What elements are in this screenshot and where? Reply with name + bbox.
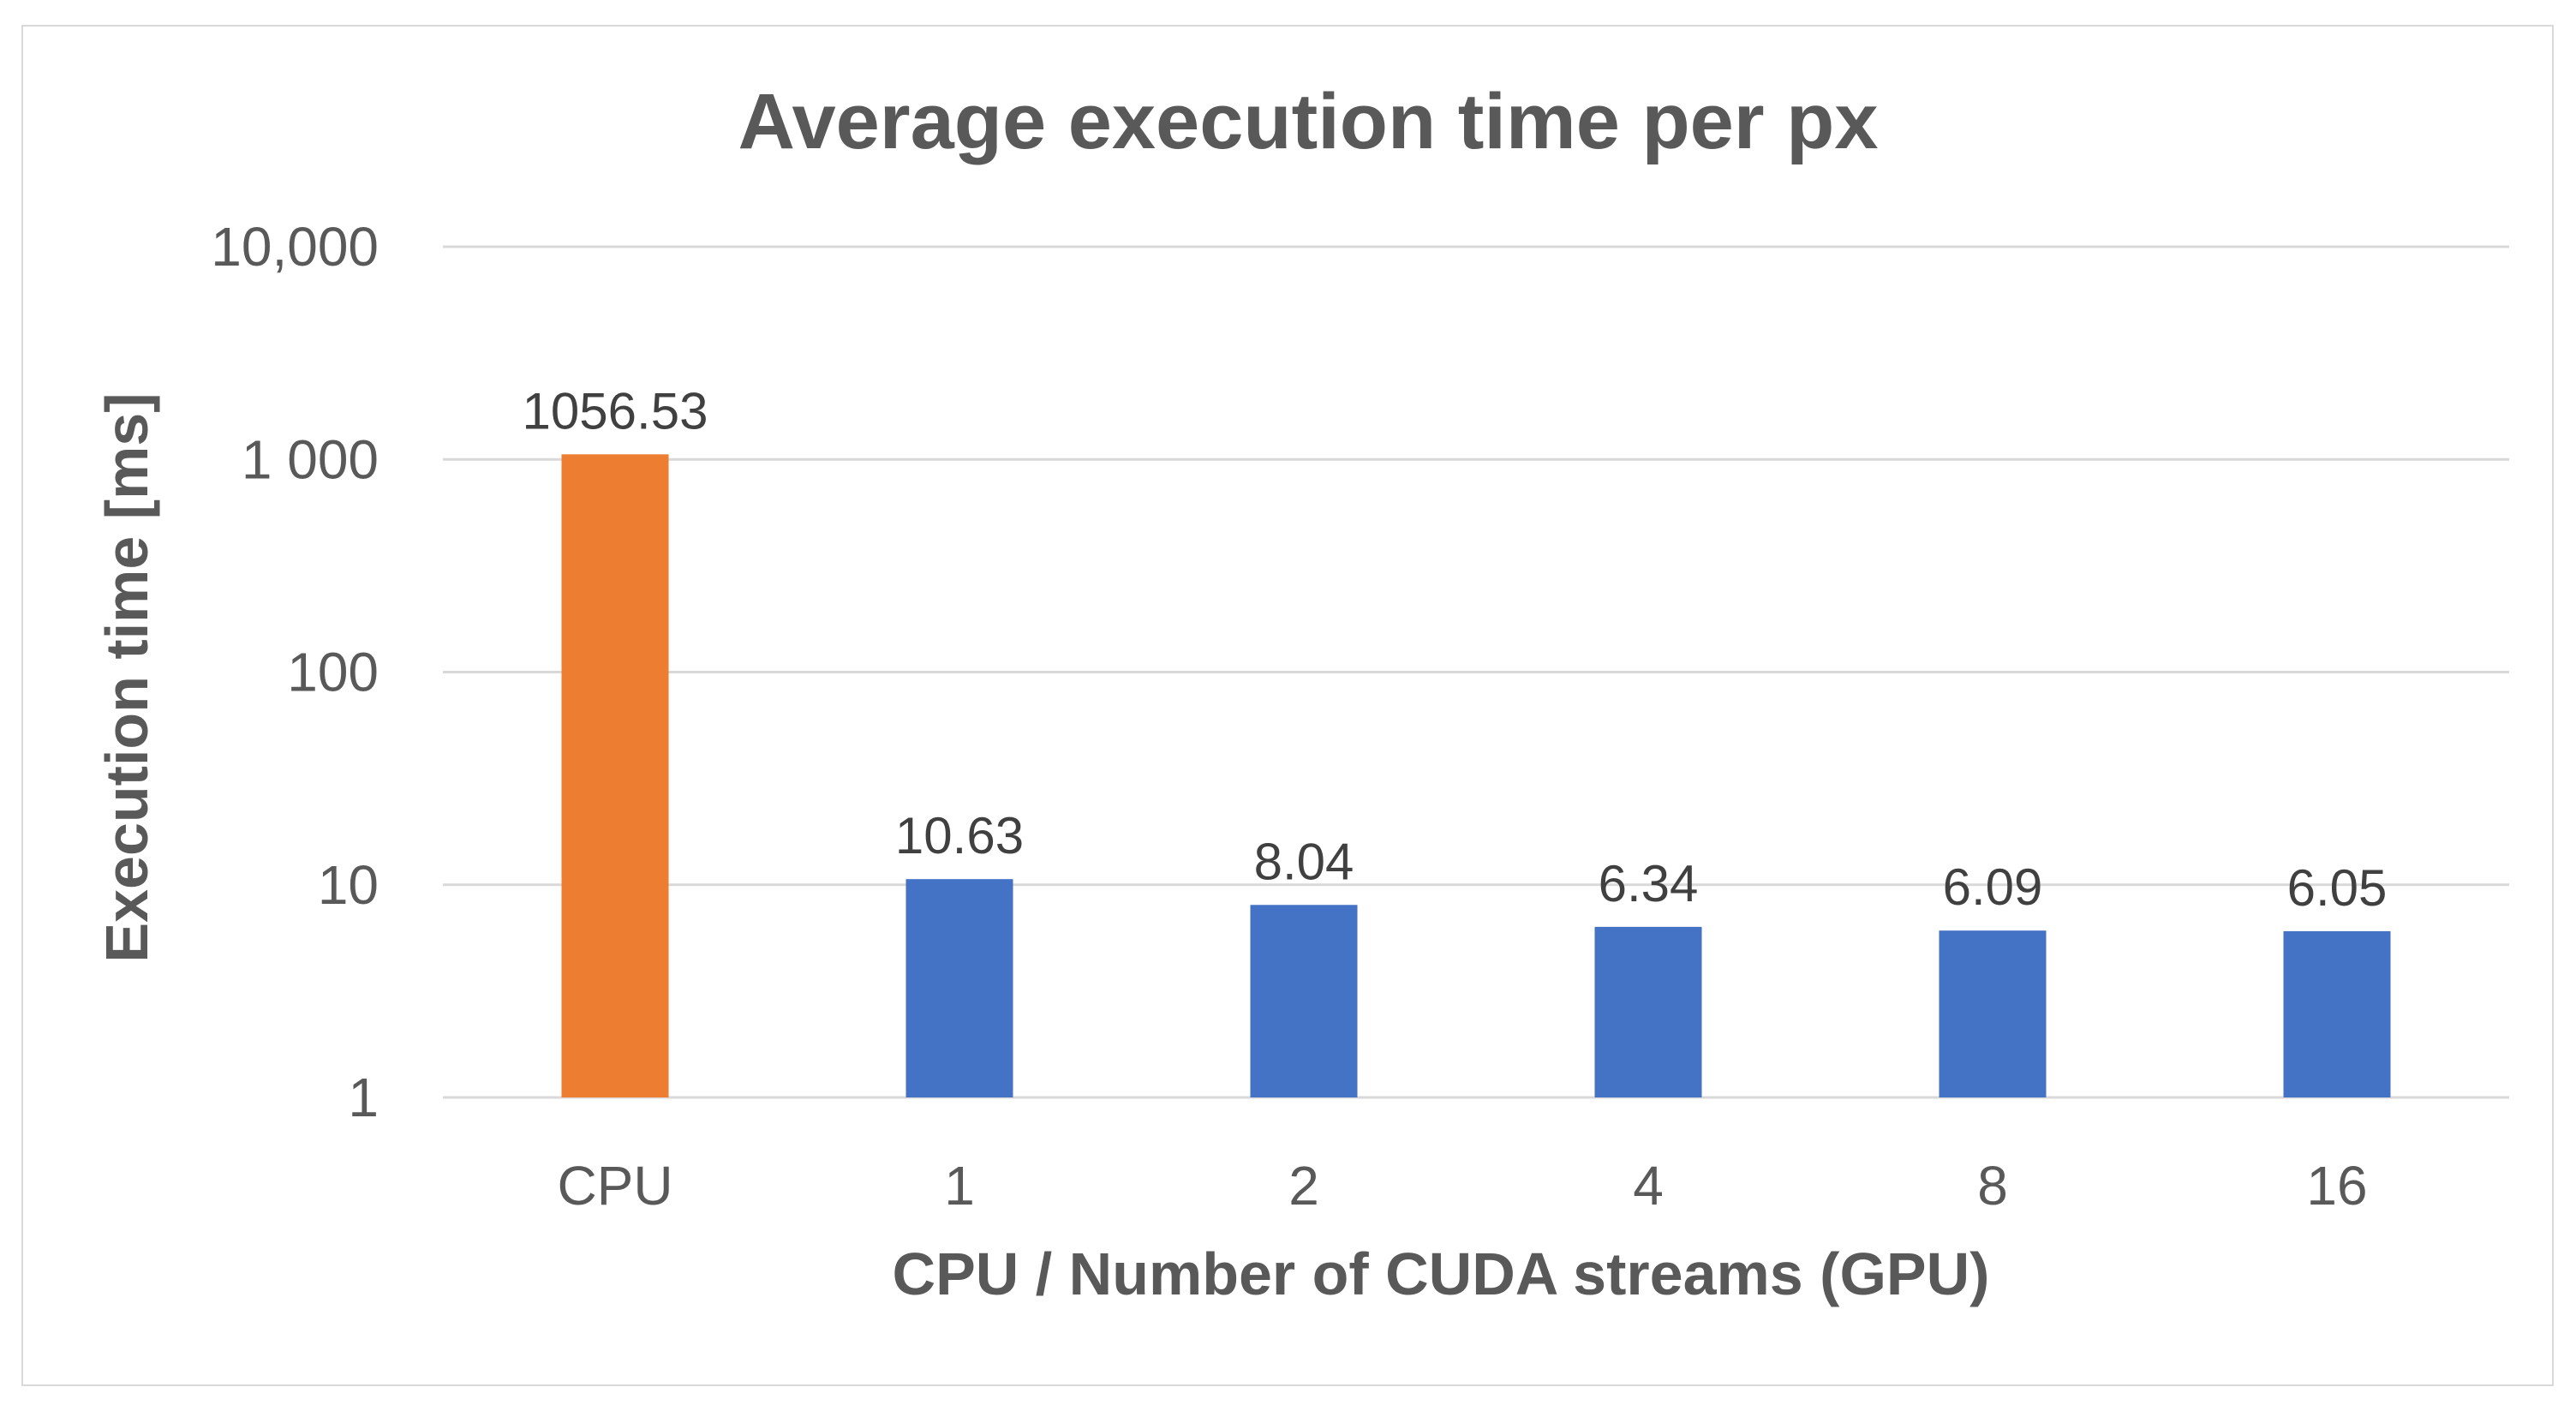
data-label-cpu: 1056.53 — [523, 382, 708, 439]
y-tick-label: 1 — [348, 1067, 379, 1128]
bar-8 — [1939, 930, 2047, 1097]
chart-frame: Average execution time per px 1 10 100 1 00… — [21, 25, 2554, 1386]
data-label-4: 6.34 — [1599, 855, 1699, 912]
data-label-2: 8.04 — [1254, 833, 1354, 890]
y-axis-title: Execution time [ms] — [93, 392, 160, 962]
bar-cpu — [561, 454, 669, 1097]
x-tick-label-cpu: CPU — [557, 1155, 672, 1217]
bar-4 — [1594, 926, 1702, 1097]
bars — [561, 454, 2391, 1097]
chart-title: Average execution time per px — [738, 78, 1878, 165]
chart-svg: Average execution time per px 1 10 100 1 00… — [93, 78, 2509, 1307]
bar-1 — [905, 879, 1013, 1097]
y-tick-label: 100 — [287, 642, 379, 703]
data-label-16: 6.05 — [2287, 859, 2388, 917]
y-tick-label: 10 — [318, 854, 379, 916]
x-axis-title: CPU / Number of CUDA streams (GPU) — [893, 1241, 1990, 1307]
data-label-8: 6.09 — [1943, 858, 2043, 916]
x-tick-label-16: 16 — [2306, 1155, 2367, 1217]
bar-16 — [2283, 930, 2391, 1097]
x-tick-label-4: 4 — [1633, 1155, 1664, 1217]
y-tick-label: 10,000 — [211, 216, 379, 278]
x-tick-label-1: 1 — [944, 1155, 975, 1217]
gridlines — [443, 245, 2509, 1099]
data-label-1: 10.63 — [895, 807, 1024, 864]
bar-2 — [1250, 905, 1358, 1097]
x-tick-label-8: 8 — [1977, 1155, 2008, 1217]
y-axis-ticks: 1 10 100 1 000 10,000 — [211, 216, 379, 1128]
data-labels: 1056.53 10.63 8.04 6.34 6.09 6.05 — [523, 382, 2388, 917]
x-axis-ticks: CPU 1 2 4 8 16 — [557, 1155, 2367, 1217]
x-tick-label-2: 2 — [1288, 1155, 1319, 1217]
y-tick-label: 1 000 — [242, 428, 379, 490]
